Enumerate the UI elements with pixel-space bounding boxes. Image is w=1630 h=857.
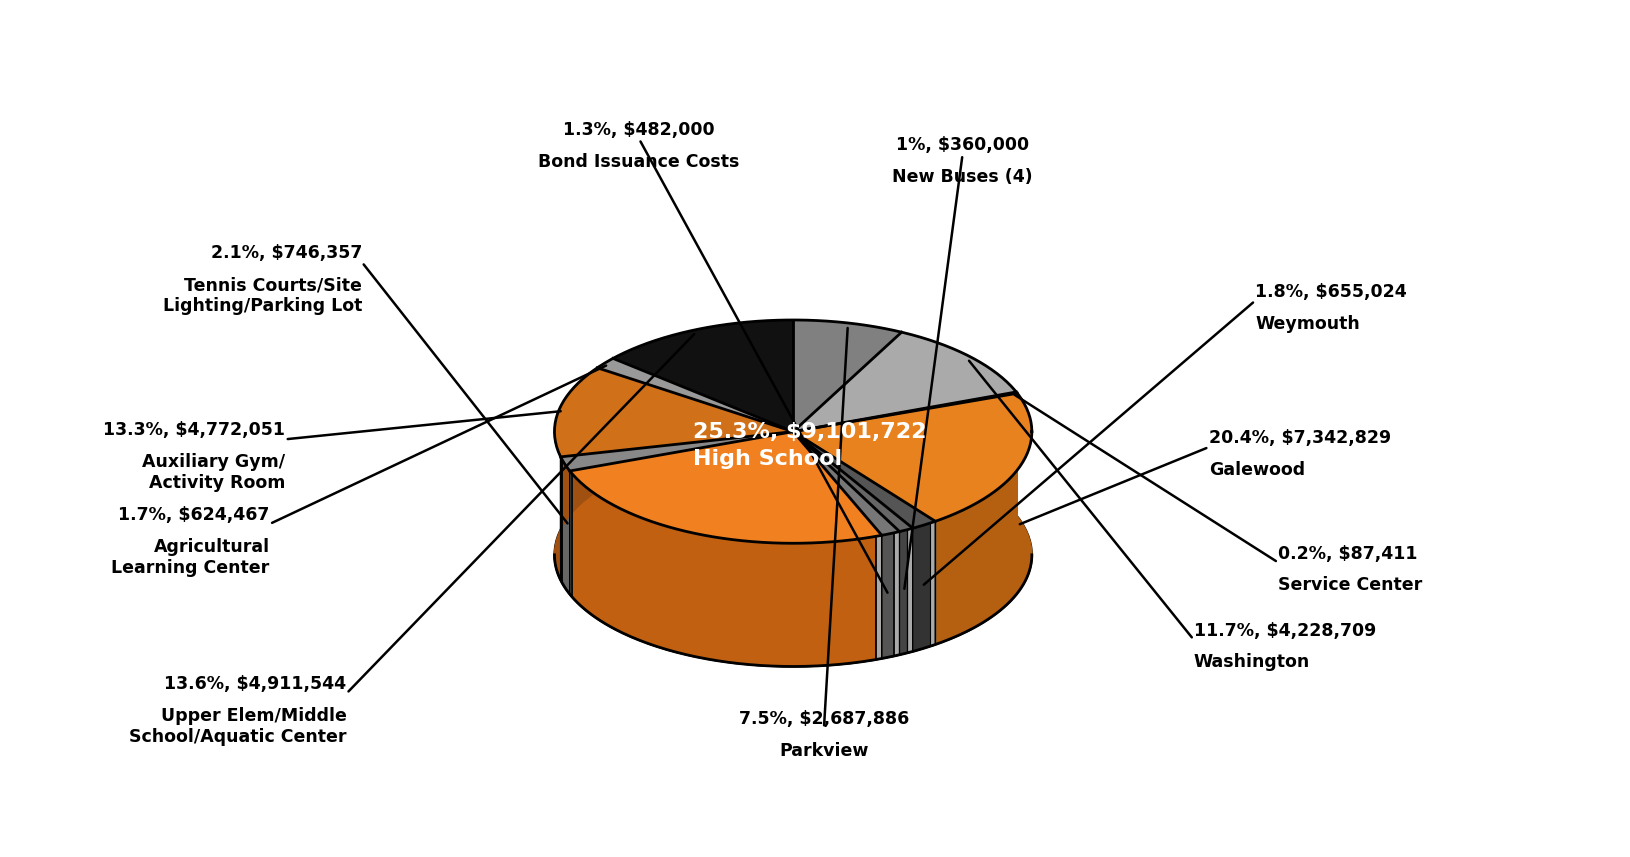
Polygon shape bbox=[906, 528, 913, 653]
Text: Tennis Courts/Site
Lighting/Parking Lot: Tennis Courts/Site Lighting/Parking Lot bbox=[163, 276, 362, 315]
Polygon shape bbox=[569, 471, 572, 596]
Text: Service Center: Service Center bbox=[1278, 577, 1421, 595]
Polygon shape bbox=[792, 432, 936, 528]
Polygon shape bbox=[792, 432, 913, 531]
Text: Bond Issuance Costs: Bond Issuance Costs bbox=[538, 153, 740, 171]
Text: 1.8%, $655,024: 1.8%, $655,024 bbox=[1255, 283, 1407, 301]
Polygon shape bbox=[875, 536, 882, 660]
Polygon shape bbox=[792, 393, 1032, 521]
Text: Auxiliary Gym/
Activity Room: Auxiliary Gym/ Activity Room bbox=[142, 453, 285, 492]
Polygon shape bbox=[893, 531, 900, 656]
Text: Weymouth: Weymouth bbox=[1255, 315, 1359, 333]
Polygon shape bbox=[929, 521, 936, 646]
Polygon shape bbox=[913, 521, 936, 651]
Text: 20.4%, $7,342,829: 20.4%, $7,342,829 bbox=[1208, 429, 1390, 447]
Text: Upper Elem/Middle
School/Aquatic Center: Upper Elem/Middle School/Aquatic Center bbox=[129, 707, 346, 746]
Polygon shape bbox=[792, 392, 1017, 432]
Polygon shape bbox=[906, 528, 913, 653]
Text: New Buses (4): New Buses (4) bbox=[892, 168, 1032, 186]
Text: 13.6%, $4,911,544: 13.6%, $4,911,544 bbox=[165, 675, 346, 693]
Text: Washington: Washington bbox=[1193, 653, 1309, 671]
Polygon shape bbox=[792, 320, 901, 432]
Text: 11.7%, $4,228,709: 11.7%, $4,228,709 bbox=[1193, 621, 1376, 639]
Polygon shape bbox=[893, 531, 900, 656]
Text: 25.3%, $9,101,722: 25.3%, $9,101,722 bbox=[693, 422, 926, 441]
Polygon shape bbox=[882, 531, 900, 658]
Polygon shape bbox=[569, 471, 882, 667]
Polygon shape bbox=[875, 536, 882, 660]
Text: Parkview: Parkview bbox=[779, 742, 869, 760]
Polygon shape bbox=[900, 528, 913, 655]
Polygon shape bbox=[792, 432, 900, 536]
Polygon shape bbox=[569, 432, 882, 543]
Text: 1.3%, $482,000: 1.3%, $482,000 bbox=[562, 121, 714, 139]
Polygon shape bbox=[929, 521, 936, 646]
Polygon shape bbox=[792, 333, 1015, 432]
Text: 1%, $360,000: 1%, $360,000 bbox=[895, 136, 1029, 154]
Ellipse shape bbox=[554, 443, 1032, 667]
Polygon shape bbox=[613, 320, 792, 432]
Text: Galewood: Galewood bbox=[1208, 461, 1304, 479]
Polygon shape bbox=[936, 393, 1032, 644]
Polygon shape bbox=[569, 471, 572, 596]
Text: 2.1%, $746,357: 2.1%, $746,357 bbox=[210, 244, 362, 262]
Text: 13.3%, $4,772,051: 13.3%, $4,772,051 bbox=[103, 422, 285, 440]
Polygon shape bbox=[554, 368, 792, 457]
Polygon shape bbox=[561, 432, 792, 471]
Text: Agricultural
Learning Center: Agricultural Learning Center bbox=[111, 538, 269, 577]
Polygon shape bbox=[554, 368, 597, 580]
Polygon shape bbox=[561, 457, 569, 594]
Polygon shape bbox=[597, 358, 792, 432]
Text: High School: High School bbox=[693, 448, 841, 469]
Text: 0.2%, $87,411: 0.2%, $87,411 bbox=[1278, 544, 1416, 562]
Text: 7.5%, $2,687,886: 7.5%, $2,687,886 bbox=[738, 710, 908, 728]
Text: 1.7%, $624,467: 1.7%, $624,467 bbox=[117, 506, 269, 524]
